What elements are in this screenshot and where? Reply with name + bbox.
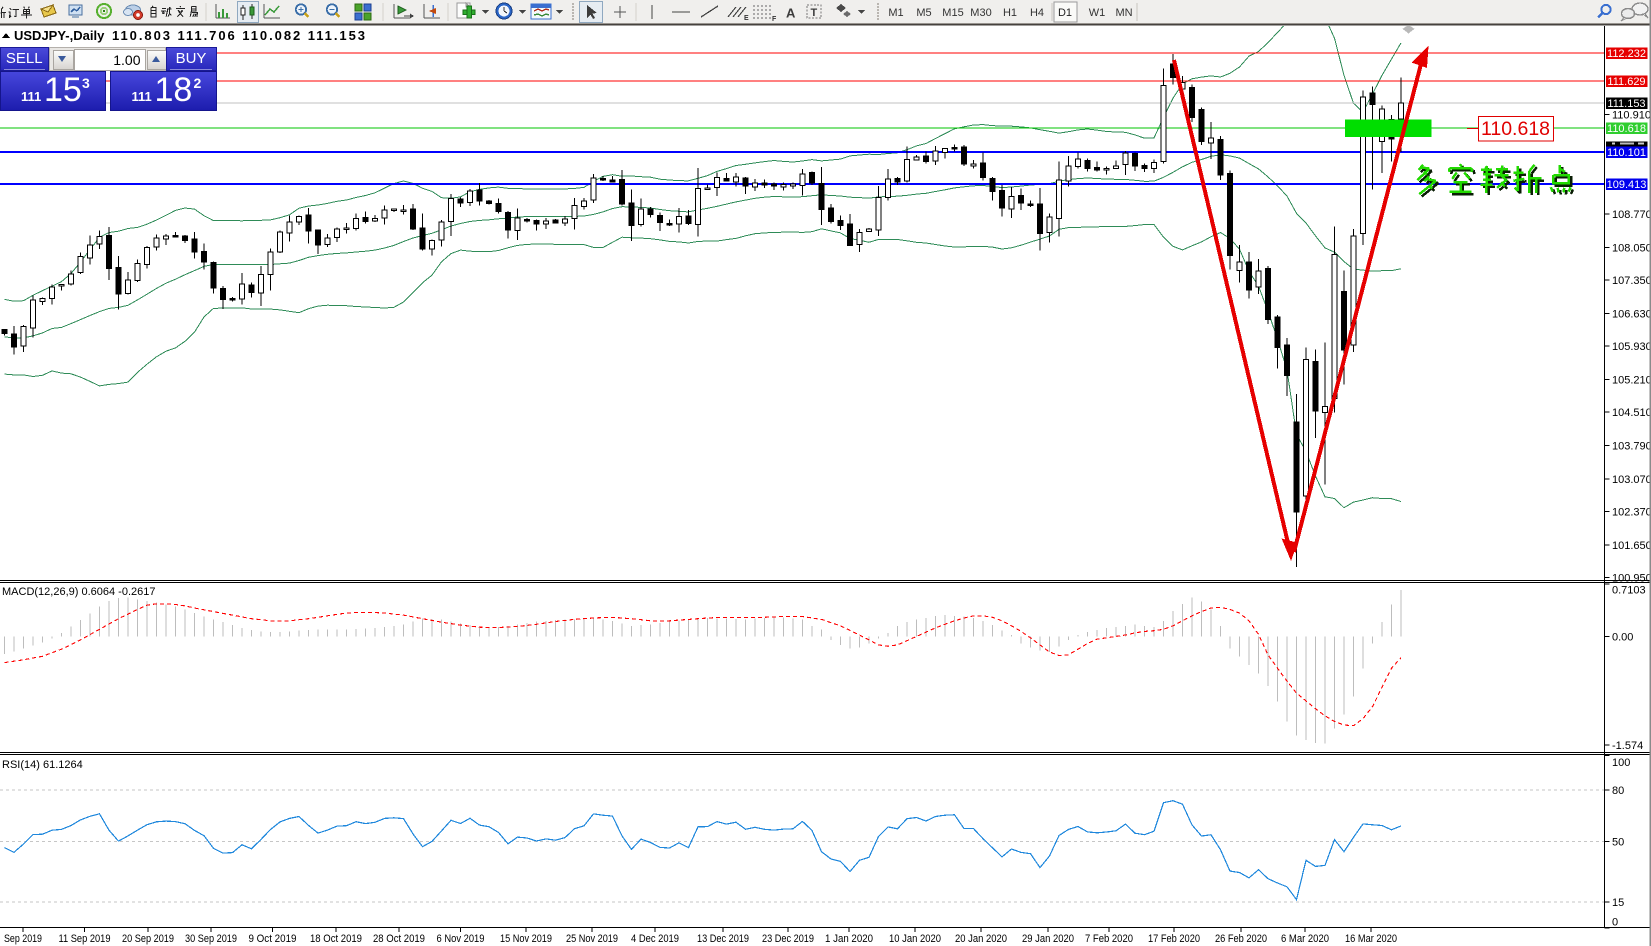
svg-text:H1: H1 (1003, 7, 1017, 19)
svg-text:30 Sep 2019: 30 Sep 2019 (185, 933, 237, 945)
svg-text:H4: H4 (1030, 7, 1044, 19)
svg-text:1 Jan 2020: 1 Jan 2020 (825, 933, 873, 945)
svg-text:15: 15 (1612, 897, 1624, 909)
svg-text:6 Nov 2019: 6 Nov 2019 (437, 933, 485, 945)
svg-text:110.910: 110.910 (1612, 110, 1651, 122)
svg-text:80: 80 (1612, 785, 1624, 797)
svg-text:W1: W1 (1089, 7, 1106, 19)
svg-text:20 Sep 2019: 20 Sep 2019 (122, 933, 174, 945)
svg-text:110.101: 110.101 (1607, 147, 1646, 159)
svg-text:108.050: 108.050 (1612, 242, 1651, 254)
svg-text:18 Oct 2019: 18 Oct 2019 (310, 933, 362, 945)
svg-text:103.790: 103.790 (1612, 441, 1651, 453)
svg-text:D1: D1 (1058, 7, 1072, 19)
svg-text:16 Mar 2020: 16 Mar 2020 (1345, 933, 1397, 945)
svg-text:15 Nov 2019: 15 Nov 2019 (500, 933, 552, 945)
svg-text:105.930: 105.930 (1612, 341, 1651, 353)
svg-text:6 Mar 2020: 6 Mar 2020 (1281, 933, 1329, 945)
svg-text:20 Jan 2020: 20 Jan 2020 (955, 933, 1007, 945)
svg-text:110.618: 110.618 (1607, 123, 1646, 135)
svg-text:9 Oct 2019: 9 Oct 2019 (249, 933, 297, 945)
svg-text:4 Dec 2019: 4 Dec 2019 (631, 933, 679, 945)
svg-text:T: T (811, 7, 818, 19)
svg-text:MN: MN (1115, 7, 1132, 19)
svg-text:103.070: 103.070 (1612, 474, 1651, 486)
svg-text:112.232: 112.232 (1607, 48, 1646, 60)
svg-text:106.630: 106.630 (1612, 308, 1651, 320)
svg-text:101.650: 101.650 (1612, 540, 1651, 552)
svg-text:Sep 2019: Sep 2019 (4, 933, 42, 945)
svg-text:110.618: 110.618 (1481, 118, 1550, 140)
svg-text:28 Oct 2019: 28 Oct 2019 (373, 933, 425, 945)
svg-text:110.803 111.706 110.082 111.15: 110.803 111.706 110.082 111.153 (112, 28, 367, 43)
svg-text:29 Jan 2020: 29 Jan 2020 (1022, 933, 1074, 945)
svg-text:105.210: 105.210 (1612, 375, 1651, 387)
svg-text:M5: M5 (916, 7, 931, 19)
svg-text:108.770: 108.770 (1612, 209, 1651, 221)
svg-text:0.7103: 0.7103 (1612, 585, 1646, 597)
svg-text:RSI(14) 61.1264: RSI(14) 61.1264 (2, 759, 83, 771)
svg-text:109.413: 109.413 (1607, 179, 1647, 191)
svg-text:E: E (744, 15, 749, 22)
svg-text:7 Feb 2020: 7 Feb 2020 (1085, 933, 1133, 945)
svg-text:111.153: 111.153 (1607, 98, 1645, 110)
svg-text:M1: M1 (888, 7, 903, 19)
svg-text:111.629: 111.629 (1607, 76, 1645, 88)
svg-text:107.350: 107.350 (1612, 275, 1651, 287)
svg-text:13 Dec 2019: 13 Dec 2019 (697, 933, 749, 945)
svg-text:M15: M15 (942, 7, 963, 19)
svg-text:M30: M30 (970, 7, 991, 19)
svg-text:0: 0 (1612, 917, 1618, 929)
svg-text:100.950: 100.950 (1612, 573, 1651, 585)
svg-text:-1.574: -1.574 (1612, 740, 1643, 752)
svg-text:0.00: 0.00 (1612, 631, 1633, 643)
svg-text:23 Dec 2019: 23 Dec 2019 (762, 933, 814, 945)
svg-text:USDJPY-,Daily: USDJPY-,Daily (14, 28, 105, 43)
svg-text:100: 100 (1612, 757, 1630, 769)
svg-text:102.370: 102.370 (1612, 507, 1651, 519)
svg-text:MACD(12,26,9) 0.6064 -0.2617: MACD(12,26,9) 0.6064 -0.2617 (2, 586, 155, 598)
svg-text:25 Nov 2019: 25 Nov 2019 (566, 933, 618, 945)
svg-text:A: A (786, 6, 796, 21)
svg-text:50: 50 (1612, 837, 1624, 849)
svg-text:F: F (772, 16, 777, 23)
svg-text:10 Jan 2020: 10 Jan 2020 (889, 933, 941, 945)
svg-text:104.510: 104.510 (1612, 407, 1651, 419)
svg-text:17 Feb 2020: 17 Feb 2020 (1148, 933, 1200, 945)
svg-text:26 Feb 2020: 26 Feb 2020 (1215, 933, 1267, 945)
svg-text:11 Sep 2019: 11 Sep 2019 (59, 933, 111, 945)
